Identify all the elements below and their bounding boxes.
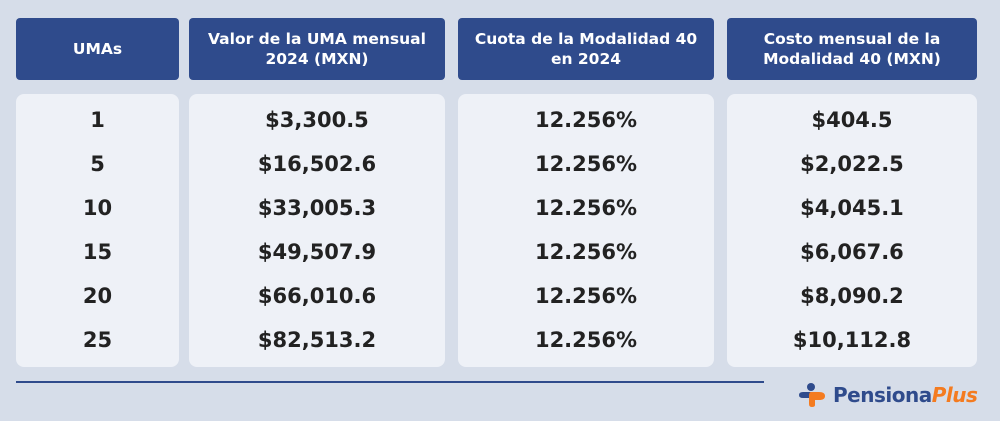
table-cell: $16,502.6 [257, 152, 377, 176]
table-cell: 12.256% [534, 328, 638, 352]
table-cell: $4,045.1 [800, 196, 904, 220]
table-cell: 15 [82, 240, 113, 264]
table-cell: 12.256% [534, 284, 638, 308]
column-umas: 1 5 10 15 20 25 [16, 94, 179, 367]
table-cell: 12.256% [534, 108, 638, 132]
table-cell: $2,022.5 [800, 152, 904, 176]
header-fee-rate: Cuota de la Modalidad 40 en 2024 [458, 18, 714, 80]
table-cell: 12.256% [534, 196, 638, 220]
brand-name-main: Pensiona [833, 383, 932, 407]
brand-name: PensionaPlus [833, 383, 978, 407]
pensionaplus-logo: PensionaPlus [797, 380, 978, 410]
table-cell: 10 [82, 196, 113, 220]
table-cell: 20 [82, 284, 113, 308]
table-cell: 5 [90, 152, 105, 176]
table-cell: $82,513.2 [257, 328, 377, 352]
table-cell: $33,005.3 [257, 196, 377, 220]
column-fee-rate: 12.256% 12.256% 12.256% 12.256% 12.256% … [458, 94, 714, 367]
table-cell: $404.5 [811, 108, 893, 132]
brand-name-accent: Plus [931, 383, 978, 407]
pensionaplus-mark-icon [799, 383, 825, 407]
table-cell: $6,067.6 [800, 240, 904, 264]
header-umas: UMAs [16, 18, 179, 80]
table-cell: $8,090.2 [800, 284, 904, 308]
header-monthly-cost: Costo mensual de la Modalidad 40 (MXN) [727, 18, 977, 80]
header-uma-value: Valor de la UMA mensual 2024 (MXN) [189, 18, 445, 80]
table-cell: 12.256% [534, 152, 638, 176]
column-uma-value: $3,300.5 $16,502.6 $33,005.3 $49,507.9 $… [189, 94, 445, 367]
table-cell: 25 [82, 328, 113, 352]
table-cell: $49,507.9 [257, 240, 377, 264]
footer-divider [16, 381, 764, 383]
table-cell: 1 [90, 108, 105, 132]
column-monthly-cost: $404.5 $2,022.5 $4,045.1 $6,067.6 $8,090… [727, 94, 977, 367]
table-cell: 12.256% [534, 240, 638, 264]
table-cell: $66,010.6 [257, 284, 377, 308]
table-cell: $10,112.8 [792, 328, 912, 352]
table-cell: $3,300.5 [265, 108, 369, 132]
